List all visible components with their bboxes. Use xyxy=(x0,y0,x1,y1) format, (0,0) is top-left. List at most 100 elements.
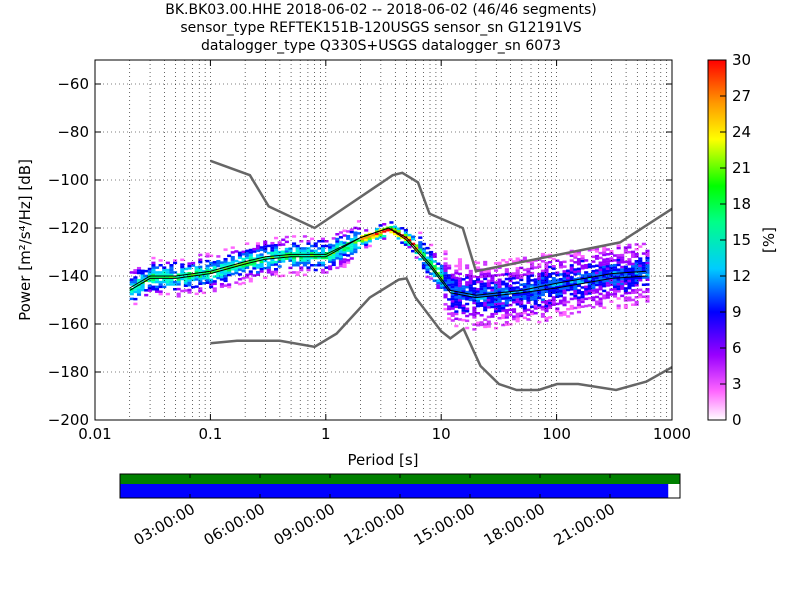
histogram-cell xyxy=(281,257,286,261)
histogram-cell xyxy=(151,288,156,291)
histogram-cell xyxy=(645,295,650,298)
histogram-cell xyxy=(432,255,437,258)
histogram-cell xyxy=(519,302,524,306)
histogram-cell xyxy=(147,267,152,271)
histogram-cell xyxy=(544,290,549,294)
histogram-cell xyxy=(569,312,574,315)
histogram-cell xyxy=(133,271,138,274)
histogram-cell xyxy=(342,246,347,249)
histogram-cell xyxy=(479,282,484,286)
histogram-cell xyxy=(457,287,463,290)
histogram-cell xyxy=(173,283,178,286)
histogram-cell xyxy=(324,271,329,274)
histogram-cell xyxy=(263,257,268,260)
histogram-cell xyxy=(602,248,607,252)
histogram-cell xyxy=(306,266,311,269)
histogram-cell xyxy=(566,269,571,273)
histogram-cell xyxy=(237,256,243,259)
histogram-cell xyxy=(533,295,538,298)
histogram-cell xyxy=(450,292,455,296)
histogram-cell xyxy=(457,306,463,309)
histogram-cell xyxy=(631,267,636,270)
histogram-cell xyxy=(631,279,636,282)
colorbar-tick-label: 18 xyxy=(732,195,751,213)
histogram-cell xyxy=(241,267,246,270)
histogram-cell xyxy=(443,262,448,265)
histogram-cell xyxy=(349,245,354,248)
histogram-cell xyxy=(443,271,448,275)
histogram-cell xyxy=(551,257,556,261)
histogram-cell xyxy=(411,237,416,241)
histogram-cell xyxy=(302,273,307,277)
histogram-cell xyxy=(187,274,192,277)
histogram-cell xyxy=(620,285,625,288)
histogram-cell xyxy=(645,249,650,253)
histogram-cell xyxy=(191,273,196,277)
histogram-cell xyxy=(602,265,607,269)
histogram-cell xyxy=(457,301,463,304)
histogram-cell xyxy=(237,253,243,257)
histogram-cell xyxy=(241,276,246,280)
histogram-cell xyxy=(522,316,527,320)
histogram-cell xyxy=(349,238,354,241)
histogram-cell xyxy=(331,253,336,257)
histogram-cell xyxy=(530,264,535,268)
histogram-cell xyxy=(450,280,455,284)
histogram-cell xyxy=(490,279,495,282)
histogram-cell xyxy=(616,258,621,262)
histogram-cell xyxy=(465,319,470,323)
histogram-cell xyxy=(310,237,315,241)
histogram-cell xyxy=(371,236,376,239)
histogram-cell xyxy=(201,277,206,280)
histogram-cell xyxy=(530,305,535,309)
histogram-cell xyxy=(483,323,488,326)
histogram-cell xyxy=(580,293,585,296)
histogram-cell xyxy=(295,261,300,265)
histogram-cell xyxy=(645,259,650,262)
histogram-cell xyxy=(486,279,491,283)
histogram-cell xyxy=(576,262,582,266)
histogram-cell xyxy=(602,294,607,297)
histogram-cell xyxy=(284,247,289,251)
histogram-cell xyxy=(555,278,560,282)
histogram-cell xyxy=(594,274,600,277)
histogram-cell xyxy=(519,297,524,301)
histogram-cell xyxy=(447,307,452,311)
histogram-cell xyxy=(425,268,430,271)
histogram-cell xyxy=(234,259,239,263)
histogram-cell xyxy=(450,307,455,310)
histogram-cell xyxy=(544,254,549,258)
histogram-cell xyxy=(508,303,513,307)
histogram-cell xyxy=(245,242,250,245)
histogram-cell xyxy=(623,248,628,252)
histogram-cell xyxy=(479,292,484,295)
histogram-cell xyxy=(245,273,250,277)
histogram-cell xyxy=(544,271,549,274)
histogram-cell xyxy=(497,300,502,303)
histogram-cell xyxy=(486,282,491,285)
histogram-cell xyxy=(414,244,419,247)
histogram-cell xyxy=(292,256,297,260)
histogram-cell xyxy=(594,283,600,287)
histogram-cell xyxy=(310,244,315,248)
histogram-cell xyxy=(493,286,499,289)
histogram-cell xyxy=(537,277,542,281)
histogram-cell xyxy=(154,285,160,289)
histogram-cell xyxy=(479,290,484,293)
histogram-cell xyxy=(501,316,506,320)
histogram-cell xyxy=(454,324,459,328)
histogram-cell xyxy=(450,273,455,277)
histogram-cell xyxy=(335,254,340,258)
histogram-cell xyxy=(450,285,455,289)
histogram-cell xyxy=(587,282,592,286)
histogram-cell xyxy=(447,317,452,320)
x-tick-label: 0.01 xyxy=(78,425,111,443)
histogram-cell xyxy=(209,264,214,267)
histogram-cell xyxy=(205,264,210,268)
histogram-cell xyxy=(461,318,466,322)
histogram-cell xyxy=(512,301,517,304)
histogram-cell xyxy=(198,260,203,264)
histogram-cell xyxy=(519,290,524,294)
histogram-cell xyxy=(569,304,574,308)
histogram-cell xyxy=(638,245,643,248)
